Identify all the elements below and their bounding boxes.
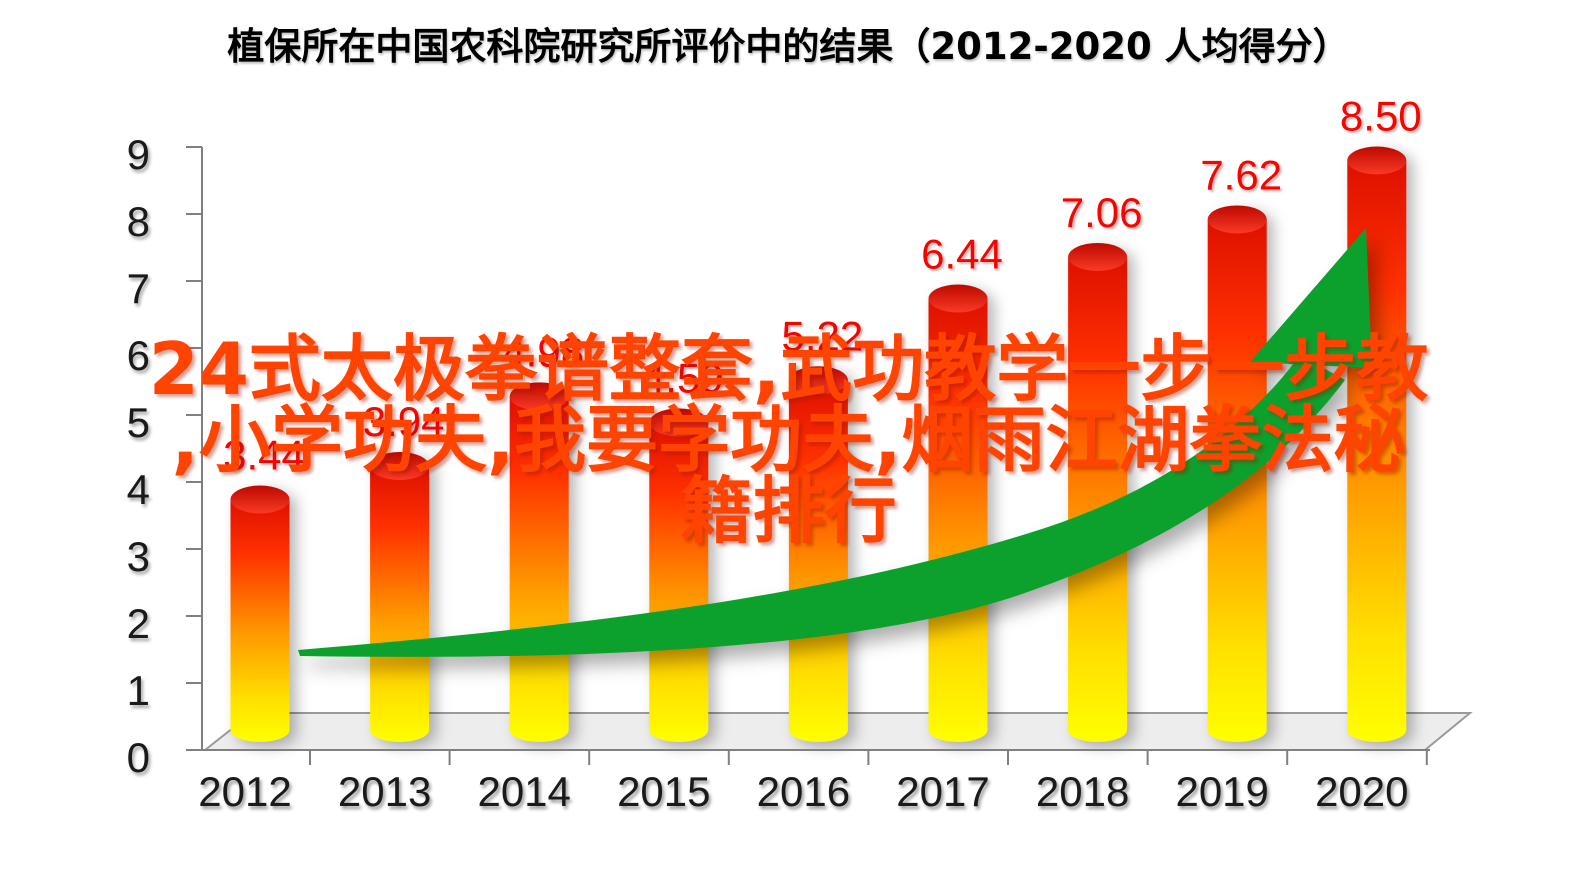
axes <box>201 147 1430 751</box>
y-tick-label: 7 <box>127 265 150 312</box>
bar-2017 <box>928 284 988 742</box>
y-tick-label: 3 <box>127 533 150 580</box>
trend-arrow-icon <box>298 228 1372 657</box>
bar-cap <box>509 382 569 411</box>
data-label: 5.22 <box>782 312 864 359</box>
data-label: 3.44 <box>223 432 305 479</box>
bar-cap <box>928 284 988 313</box>
watermark-line-2: ,小学功夫,我要学功夫,烟雨江湖拳法秘 <box>171 398 1406 482</box>
data-label: 8.50 <box>1340 93 1422 140</box>
y-tick-label: 0 <box>127 734 150 781</box>
bar-2012 <box>230 485 290 742</box>
data-label: 3.94 <box>363 398 445 445</box>
watermark-line-1: 24式太极拳谱整套,武功教学一步一步教 <box>148 327 1429 411</box>
bar-cap <box>788 366 848 395</box>
data-label: 7.62 <box>1200 151 1282 198</box>
bar-cap <box>230 485 290 514</box>
labels-group: 0 1 2 3 4 5 6 7 8 9 2012 3.44 2013 3.94 2014 4.98 2015 4.… <box>127 93 1428 815</box>
y-tick-label: 6 <box>127 332 150 379</box>
bar-2013 <box>370 452 430 742</box>
bar-body <box>230 499 290 742</box>
x-tick-label: 2014 <box>477 768 570 815</box>
y-tick-label: 2 <box>127 600 150 647</box>
bar-cap <box>1347 146 1407 175</box>
data-label: 6.44 <box>921 231 1003 278</box>
data-label: 4.98 <box>502 328 584 375</box>
x-tick-label: 2013 <box>338 768 431 815</box>
bar-2015 <box>649 408 709 742</box>
watermark-line-3: 籍排行 <box>680 469 897 553</box>
x-tick-label: 2012 <box>198 768 291 815</box>
bar-body <box>928 298 988 742</box>
y-tick-label: 4 <box>127 466 150 513</box>
x-tick-label: 2017 <box>896 768 989 815</box>
y-tick-label: 8 <box>127 198 150 245</box>
bar-body <box>370 466 430 742</box>
x-tick-label: 2020 <box>1315 768 1408 815</box>
bar-cap <box>1207 205 1267 234</box>
watermark-text: 24式太极拳谱整套,武功教学一步一步教 ,小学功夫,我要学功夫,烟雨江湖拳法秘 … <box>0 327 1577 553</box>
x-tick-label: 2015 <box>617 768 710 815</box>
x-tick-label: 2018 <box>1036 768 1129 815</box>
chart-title: 植保所在中国农科院研究所评价中的结果（2012-2020 人均得分） <box>227 25 1350 68</box>
bar-cap <box>1068 242 1128 271</box>
x-tick-label: 2016 <box>757 768 850 815</box>
bar-body <box>1068 256 1128 742</box>
bar-2016 <box>788 366 848 742</box>
y-tick-label: 5 <box>127 399 150 446</box>
y-tick-label: 9 <box>127 131 150 178</box>
bar-2018 <box>1068 242 1128 742</box>
bar-body <box>649 422 709 742</box>
bar-cap <box>649 408 709 437</box>
bar-body <box>788 380 848 742</box>
x-tick-label: 2019 <box>1175 768 1268 815</box>
data-label: 7.06 <box>1061 189 1143 236</box>
y-tick-label: 1 <box>127 667 150 714</box>
bar-cap <box>370 452 430 481</box>
data-label: 4.59 <box>642 354 724 401</box>
